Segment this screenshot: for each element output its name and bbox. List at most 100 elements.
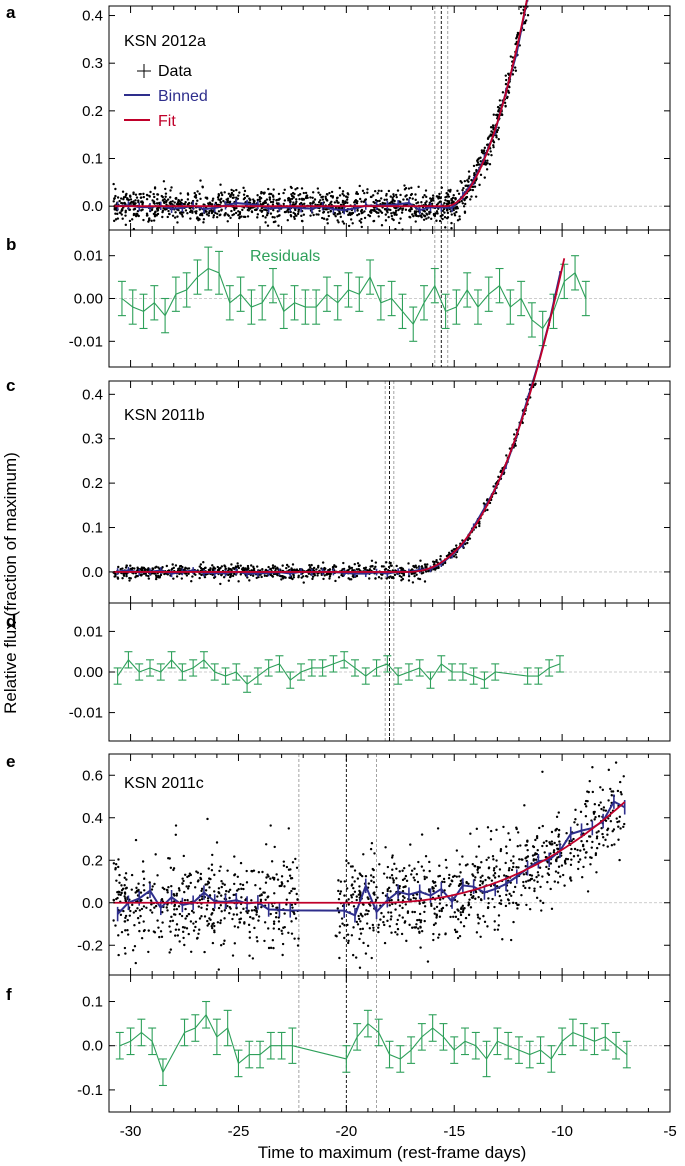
- data-point: [174, 928, 178, 931]
- data-point: [366, 896, 369, 899]
- data-point: [295, 866, 299, 869]
- data-point: [434, 922, 437, 925]
- data-point: [418, 918, 421, 922]
- data-point: [227, 579, 231, 582]
- data-point: [222, 942, 225, 946]
- data-point: [367, 213, 370, 217]
- data-point: [350, 212, 353, 216]
- residual-errorbar: [398, 293, 407, 330]
- data-point: [387, 911, 390, 914]
- data-point: [440, 907, 443, 911]
- data-point: [168, 951, 171, 954]
- data-point: [281, 932, 284, 935]
- data-point: [195, 202, 198, 206]
- data-point: [116, 577, 120, 580]
- data-point: [392, 879, 395, 882]
- data-point: [406, 911, 410, 915]
- data-point: [245, 869, 248, 873]
- data-point: [364, 952, 368, 955]
- data-point: [613, 843, 616, 846]
- data-point: [348, 212, 351, 215]
- data-point: [569, 879, 573, 882]
- data-point: [283, 188, 286, 191]
- data-point: [271, 194, 275, 197]
- data-point: [555, 858, 558, 861]
- data-point: [438, 902, 442, 905]
- data-point: [211, 564, 214, 567]
- data-point: [478, 883, 482, 887]
- data-point: [181, 565, 184, 569]
- data-point: [382, 565, 385, 568]
- data-point: [438, 864, 441, 867]
- data-point: [455, 875, 458, 878]
- data-point: [450, 213, 453, 216]
- data-point: [172, 893, 176, 896]
- data-point: [135, 212, 138, 216]
- data-point: [358, 937, 361, 941]
- data-point: [217, 887, 221, 890]
- data-point: [362, 941, 365, 945]
- data-point: [199, 872, 203, 876]
- data-point: [412, 214, 415, 218]
- data-point: [145, 574, 148, 577]
- data-point: [585, 839, 589, 843]
- data-point: [396, 918, 399, 922]
- data-point: [117, 953, 120, 957]
- data-point: [413, 879, 416, 882]
- data-point: [488, 877, 491, 880]
- legend-binned-label: Binned: [158, 88, 208, 105]
- data-point: [113, 197, 116, 201]
- data-point: [607, 817, 610, 820]
- residual-errorbar: [361, 667, 370, 685]
- data-point: [134, 891, 137, 894]
- data-point: [495, 136, 498, 139]
- panel-d-letter: d: [6, 612, 16, 631]
- data-point: [377, 576, 381, 579]
- data-point: [319, 193, 322, 197]
- residual-errorbar: [504, 1031, 513, 1060]
- data-point: [617, 825, 620, 828]
- data-point: [272, 208, 275, 212]
- data-point: [423, 563, 427, 566]
- residual-errorbar: [148, 1027, 157, 1056]
- data-point: [431, 880, 435, 883]
- data-point: [177, 905, 181, 908]
- residual-errorbar: [225, 285, 234, 321]
- data-point: [160, 898, 163, 902]
- data-point: [215, 841, 219, 844]
- data-point: [414, 897, 417, 900]
- data-point: [533, 889, 536, 893]
- legend-data-label: Data: [158, 63, 192, 80]
- data-point: [398, 904, 402, 907]
- data-point: [512, 865, 515, 869]
- data-point: [256, 213, 260, 216]
- data-point: [357, 564, 361, 568]
- data-point: [317, 191, 320, 194]
- data-point: [448, 551, 451, 554]
- data-point: [595, 835, 599, 838]
- data-point: [463, 893, 466, 897]
- data-point: [188, 872, 192, 875]
- data-point: [486, 162, 489, 165]
- data-point: [497, 875, 501, 878]
- data-point: [337, 889, 340, 893]
- data-point: [303, 202, 306, 205]
- data-point: [120, 891, 123, 895]
- data-point: [200, 915, 203, 918]
- data-point: [554, 829, 557, 832]
- data-point: [494, 491, 498, 495]
- data-point: [199, 876, 202, 880]
- data-point: [260, 575, 263, 579]
- data-point: [269, 877, 272, 880]
- data-point: [161, 911, 164, 914]
- data-point: [197, 905, 201, 908]
- data-point: [384, 213, 388, 216]
- data-point: [287, 565, 290, 568]
- data-point: [156, 208, 160, 212]
- data-point: [346, 933, 350, 936]
- data-point: [119, 197, 123, 200]
- data-point: [263, 574, 267, 577]
- data-point: [205, 210, 208, 213]
- data-point: [124, 916, 127, 920]
- data-point: [175, 575, 179, 578]
